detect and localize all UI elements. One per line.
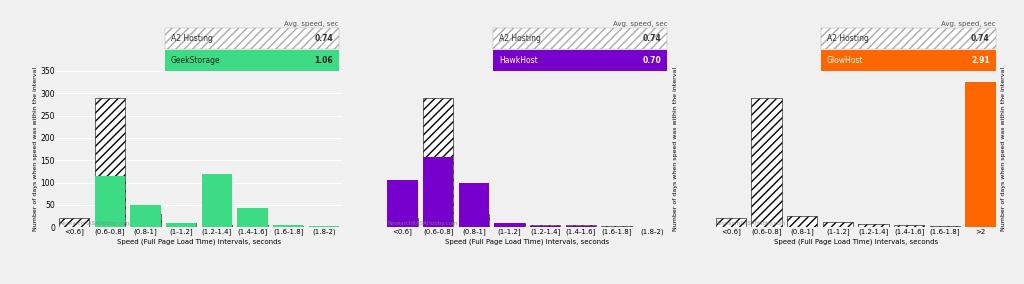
Bar [495,223,524,227]
Bar [530,225,560,227]
Bar [94,176,125,227]
FancyBboxPatch shape [165,28,339,49]
Bar [495,223,524,227]
Bar [273,226,303,227]
Text: Avg. speed, sec: Avg. speed, sec [612,21,668,27]
Bar [530,226,560,227]
Bar [387,218,418,227]
Text: GlowHost: GlowHost [827,56,863,65]
Bar [130,214,161,227]
Text: Avg. speed, sec: Avg. speed, sec [285,21,339,27]
X-axis label: Speed (Full Page Load Time) Intervals, seconds: Speed (Full Page Load Time) Intervals, s… [445,238,609,245]
Bar [601,226,632,227]
Bar [565,225,596,227]
Text: 0.70: 0.70 [643,56,662,65]
Bar [822,222,853,227]
Text: Avg. speed, sec: Avg. speed, sec [941,21,995,27]
Bar [94,98,125,227]
Text: A2 Hosting: A2 Hosting [827,34,869,43]
FancyBboxPatch shape [494,50,668,71]
Bar [238,208,267,227]
Y-axis label: Number of days when speed was within the interval: Number of days when speed was within the… [673,67,678,231]
Bar [238,225,267,227]
X-axis label: Speed (Full Page Load Time) Intervals, seconds: Speed (Full Page Load Time) Intervals, s… [773,238,938,245]
Bar [166,223,197,227]
Bar [966,82,995,227]
Bar [273,225,303,227]
Text: 0.74: 0.74 [643,34,662,43]
Bar [202,174,232,227]
Bar [565,226,596,227]
Bar [858,224,889,227]
Text: ResearchRASAHobby.com: ResearchRASAHobby.com [716,221,786,225]
Text: 1.06: 1.06 [314,56,333,65]
FancyBboxPatch shape [821,50,995,71]
Bar [894,225,925,227]
X-axis label: Speed (Full Page Load Time) Intervals, seconds: Speed (Full Page Load Time) Intervals, s… [117,238,282,245]
Text: A2 Hosting: A2 Hosting [499,34,541,43]
FancyBboxPatch shape [821,28,995,49]
Bar [716,218,745,227]
Text: GeekStorage: GeekStorage [171,56,220,65]
FancyBboxPatch shape [494,28,668,49]
Bar [423,157,454,227]
Text: ResearchRASAHobby.com: ResearchRASAHobby.com [387,221,458,225]
Bar [459,214,489,227]
Bar [59,218,89,227]
Bar [752,98,781,227]
Bar [459,183,489,227]
Text: 0.74: 0.74 [971,34,990,43]
FancyBboxPatch shape [165,50,339,71]
Text: 2.91: 2.91 [971,56,990,65]
Bar [202,225,232,227]
Text: 0.74: 0.74 [314,34,333,43]
Bar [423,98,454,227]
Bar [166,223,197,227]
Y-axis label: Number of days when speed was within the interval: Number of days when speed was within the… [33,67,38,231]
Text: HawkHost: HawkHost [499,56,538,65]
Y-axis label: Number of days when speed was within the interval: Number of days when speed was within the… [1001,67,1007,231]
Bar [787,216,817,227]
Bar [387,180,418,227]
Bar [930,226,961,227]
Bar [309,226,339,227]
Text: ResearchRASAHobby.com: ResearchRASAHobby.com [59,221,130,225]
Text: A2 Hosting: A2 Hosting [171,34,212,43]
Bar [130,205,161,227]
